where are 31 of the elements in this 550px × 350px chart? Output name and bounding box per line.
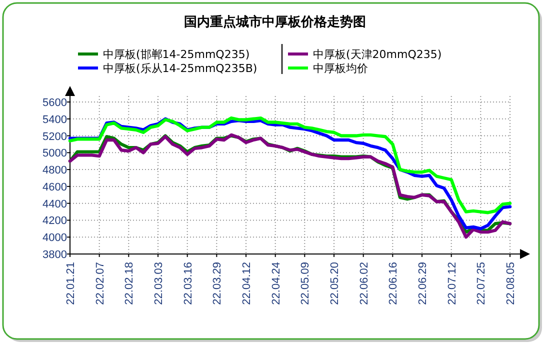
x-tick-label: 22.08.05 bbox=[505, 262, 517, 305]
x-tick-label: 22.05.09 bbox=[300, 262, 312, 305]
x-tick-label: 22.04.12 bbox=[241, 262, 253, 305]
y-tick-label: 3800 bbox=[42, 249, 67, 261]
y-tick-label: 4400 bbox=[42, 198, 67, 210]
x-tick-label: 22.01.21 bbox=[65, 262, 77, 305]
y-tick-label: 5600 bbox=[42, 97, 67, 109]
x-tick-label: 22.07.12 bbox=[446, 262, 458, 305]
legend-label: 中厚板(天津20mmQ235) bbox=[313, 48, 442, 61]
y-tick-label: 4000 bbox=[42, 232, 67, 244]
x-tick-label: 22.03.16 bbox=[182, 262, 194, 305]
x-tick-label: 22.06.29 bbox=[417, 262, 429, 305]
y-tick-label: 4800 bbox=[42, 164, 67, 177]
x-tick-label: 22.02.18 bbox=[124, 262, 136, 305]
x-tick-label: 22.02.07 bbox=[94, 262, 106, 305]
y-tick-label: 4600 bbox=[42, 181, 67, 194]
x-tick-label: 22.06.02 bbox=[358, 262, 370, 305]
y-tick-label: 5200 bbox=[42, 130, 67, 143]
legend-label: 中厚板(邯郸14-25mmQ235) bbox=[103, 48, 250, 61]
x-tick-label: 22.06.16 bbox=[388, 262, 400, 305]
x-tick-label: 22.07.25 bbox=[476, 262, 488, 305]
x-tick-label: 22.03.29 bbox=[212, 262, 224, 305]
legend-label: 中厚板(乐从14-25mmQ235B) bbox=[103, 62, 258, 75]
y-tick-label: 5000 bbox=[42, 148, 67, 160]
x-tick-label: 22.04.24 bbox=[270, 262, 282, 305]
y-tick-label: 4200 bbox=[42, 215, 67, 228]
chart-title: 国内重点城市中厚板价格走势图 bbox=[184, 14, 366, 30]
x-tick-label: 22.05.20 bbox=[329, 262, 341, 305]
y-tick-label: 5400 bbox=[42, 114, 67, 126]
legend-label: 中厚板均价 bbox=[313, 62, 368, 75]
x-tick-label: 22.03.03 bbox=[153, 262, 165, 305]
